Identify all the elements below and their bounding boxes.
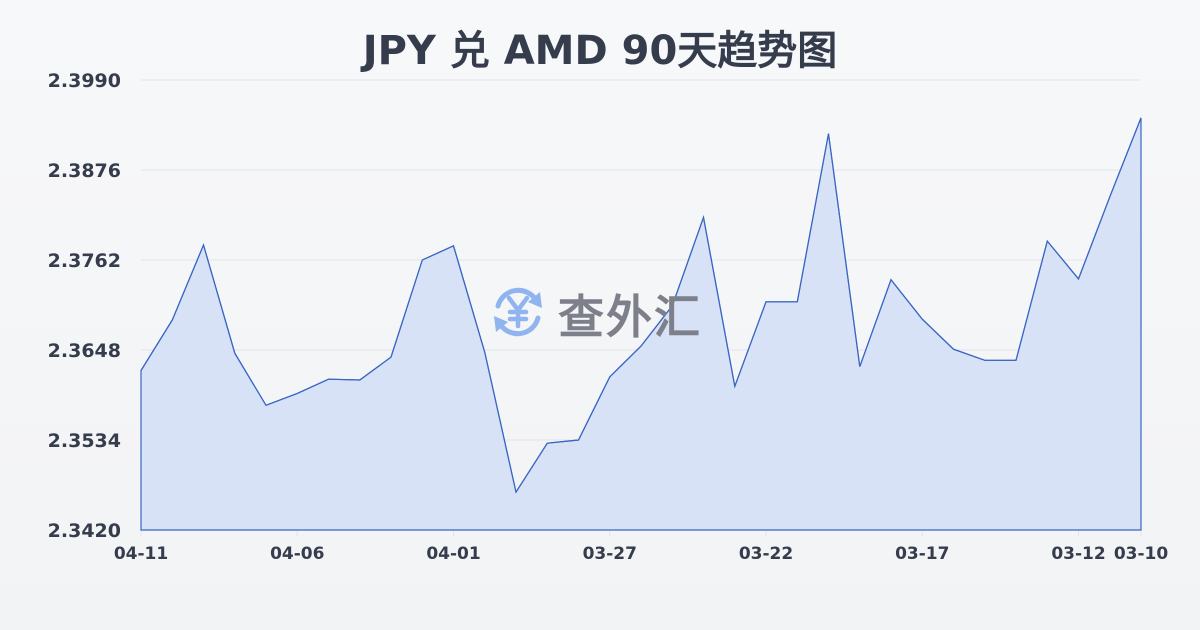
y-tick-label: 2.3990 — [48, 70, 121, 92]
y-tick-label: 2.3876 — [48, 160, 121, 182]
y-tick-label: 2.3534 — [48, 430, 121, 452]
x-tick-label: 03-12 — [1051, 544, 1105, 564]
y-tick-label: 2.3762 — [48, 250, 121, 272]
series-line — [140, 117, 1142, 494]
y-tick-label: 2.3648 — [48, 340, 121, 362]
chart-title: JPY 兑 AMD 90天趋势图 — [362, 28, 838, 74]
x-axis: 04-11 04-06 04-01 03-27 03-22 03-17 03-12 03-10 — [114, 530, 1169, 564]
x-tick-label: 04-11 — [114, 544, 168, 564]
x-tick-label: 03-10 — [1114, 544, 1169, 564]
x-tick-label: 03-27 — [583, 544, 637, 564]
series-area — [140, 117, 1142, 531]
x-tick-label: 04-06 — [270, 544, 324, 564]
y-tick-label: 2.3420 — [48, 520, 121, 542]
y-axis: 2.3990 2.3876 2.3762 2.3648 2.3534 2.3420 — [48, 70, 121, 542]
x-tick-label: 03-17 — [895, 544, 949, 564]
x-tick-label: 04-01 — [426, 544, 480, 564]
x-tick-label: 03-22 — [739, 544, 793, 564]
